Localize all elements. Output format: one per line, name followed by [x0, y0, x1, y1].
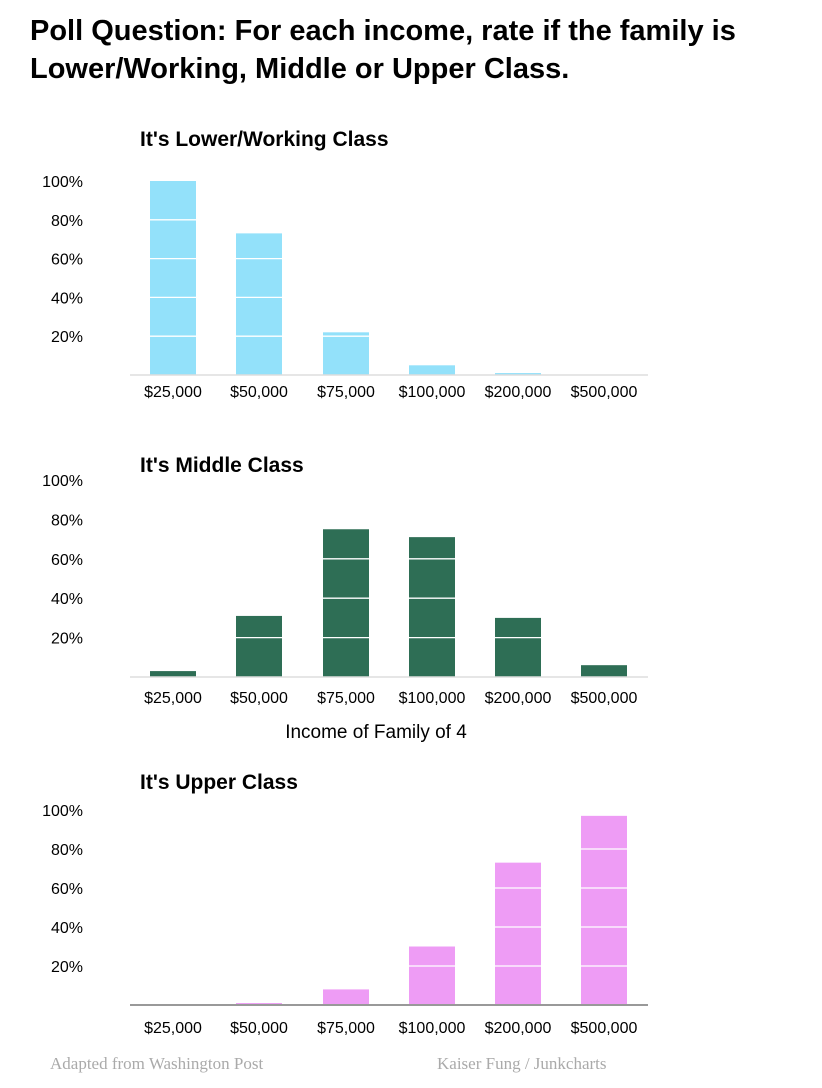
- y-tick-label: 20%: [51, 959, 83, 976]
- bar-500000: [581, 665, 627, 677]
- bar-100000: [409, 946, 455, 1005]
- page-title: Poll Question: For each income, rate if …: [30, 15, 736, 85]
- y-tick-label: 20%: [51, 631, 83, 648]
- x-tick-label: $50,000: [230, 1020, 288, 1037]
- x-tick-label: $25,000: [144, 690, 202, 707]
- y-tick-label: 40%: [51, 920, 83, 937]
- chart-title: It's Lower/Working Class: [140, 128, 389, 151]
- x-tick-label: $200,000: [485, 1020, 552, 1037]
- chart-title: It's Upper Class: [140, 771, 298, 794]
- x-tick-label: $500,000: [571, 1020, 638, 1037]
- y-tick-label: 60%: [51, 881, 83, 898]
- x-tick-label: $100,000: [399, 690, 466, 707]
- x-tick-label: $75,000: [317, 1020, 375, 1037]
- x-tick-label: $200,000: [485, 384, 552, 401]
- y-tick-label: 40%: [51, 591, 83, 608]
- x-tick-label: $25,000: [144, 384, 202, 401]
- bar-500000: [581, 815, 627, 1005]
- y-tick-label: 100%: [42, 803, 83, 820]
- chart-title: It's Middle Class: [140, 454, 304, 477]
- y-tick-label: 100%: [42, 174, 83, 191]
- x-tick-label: $100,000: [399, 1020, 466, 1037]
- bar-200000: [495, 862, 541, 1005]
- y-tick-label: 40%: [51, 290, 83, 307]
- bar-50000: [236, 615, 282, 677]
- bar-100000: [409, 365, 455, 375]
- y-tick-label: 80%: [51, 512, 83, 529]
- x-tick-label: $500,000: [571, 690, 638, 707]
- y-tick-label: 60%: [51, 252, 83, 269]
- x-tick-label: $100,000: [399, 384, 466, 401]
- y-tick-label: 80%: [51, 213, 83, 230]
- y-tick-label: 80%: [51, 842, 83, 859]
- bar-200000: [495, 373, 541, 375]
- bar-50000: [236, 233, 282, 375]
- x-tick-label: $25,000: [144, 1020, 202, 1037]
- x-tick-label: $50,000: [230, 690, 288, 707]
- bar-75000: [323, 529, 369, 677]
- x-tick-label: $75,000: [317, 384, 375, 401]
- x-tick-label: $50,000: [230, 384, 288, 401]
- y-tick-label: 100%: [42, 473, 83, 490]
- bar-25000: [150, 181, 196, 375]
- x-axis-title: Income of Family of 4: [285, 722, 467, 743]
- bar-100000: [409, 537, 455, 677]
- footer-credit: Kaiser Fung / Junkcharts: [437, 1054, 607, 1073]
- bar-200000: [495, 617, 541, 677]
- x-tick-label: $75,000: [317, 690, 375, 707]
- bar-75000: [323, 989, 369, 1005]
- x-tick-label: $200,000: [485, 690, 552, 707]
- x-tick-label: $500,000: [571, 384, 638, 401]
- y-tick-label: 20%: [51, 329, 83, 346]
- footer-source: Adapted from Washington Post: [50, 1054, 264, 1073]
- y-tick-label: 60%: [51, 552, 83, 569]
- bar-75000: [323, 332, 369, 375]
- bar-25000: [150, 671, 196, 677]
